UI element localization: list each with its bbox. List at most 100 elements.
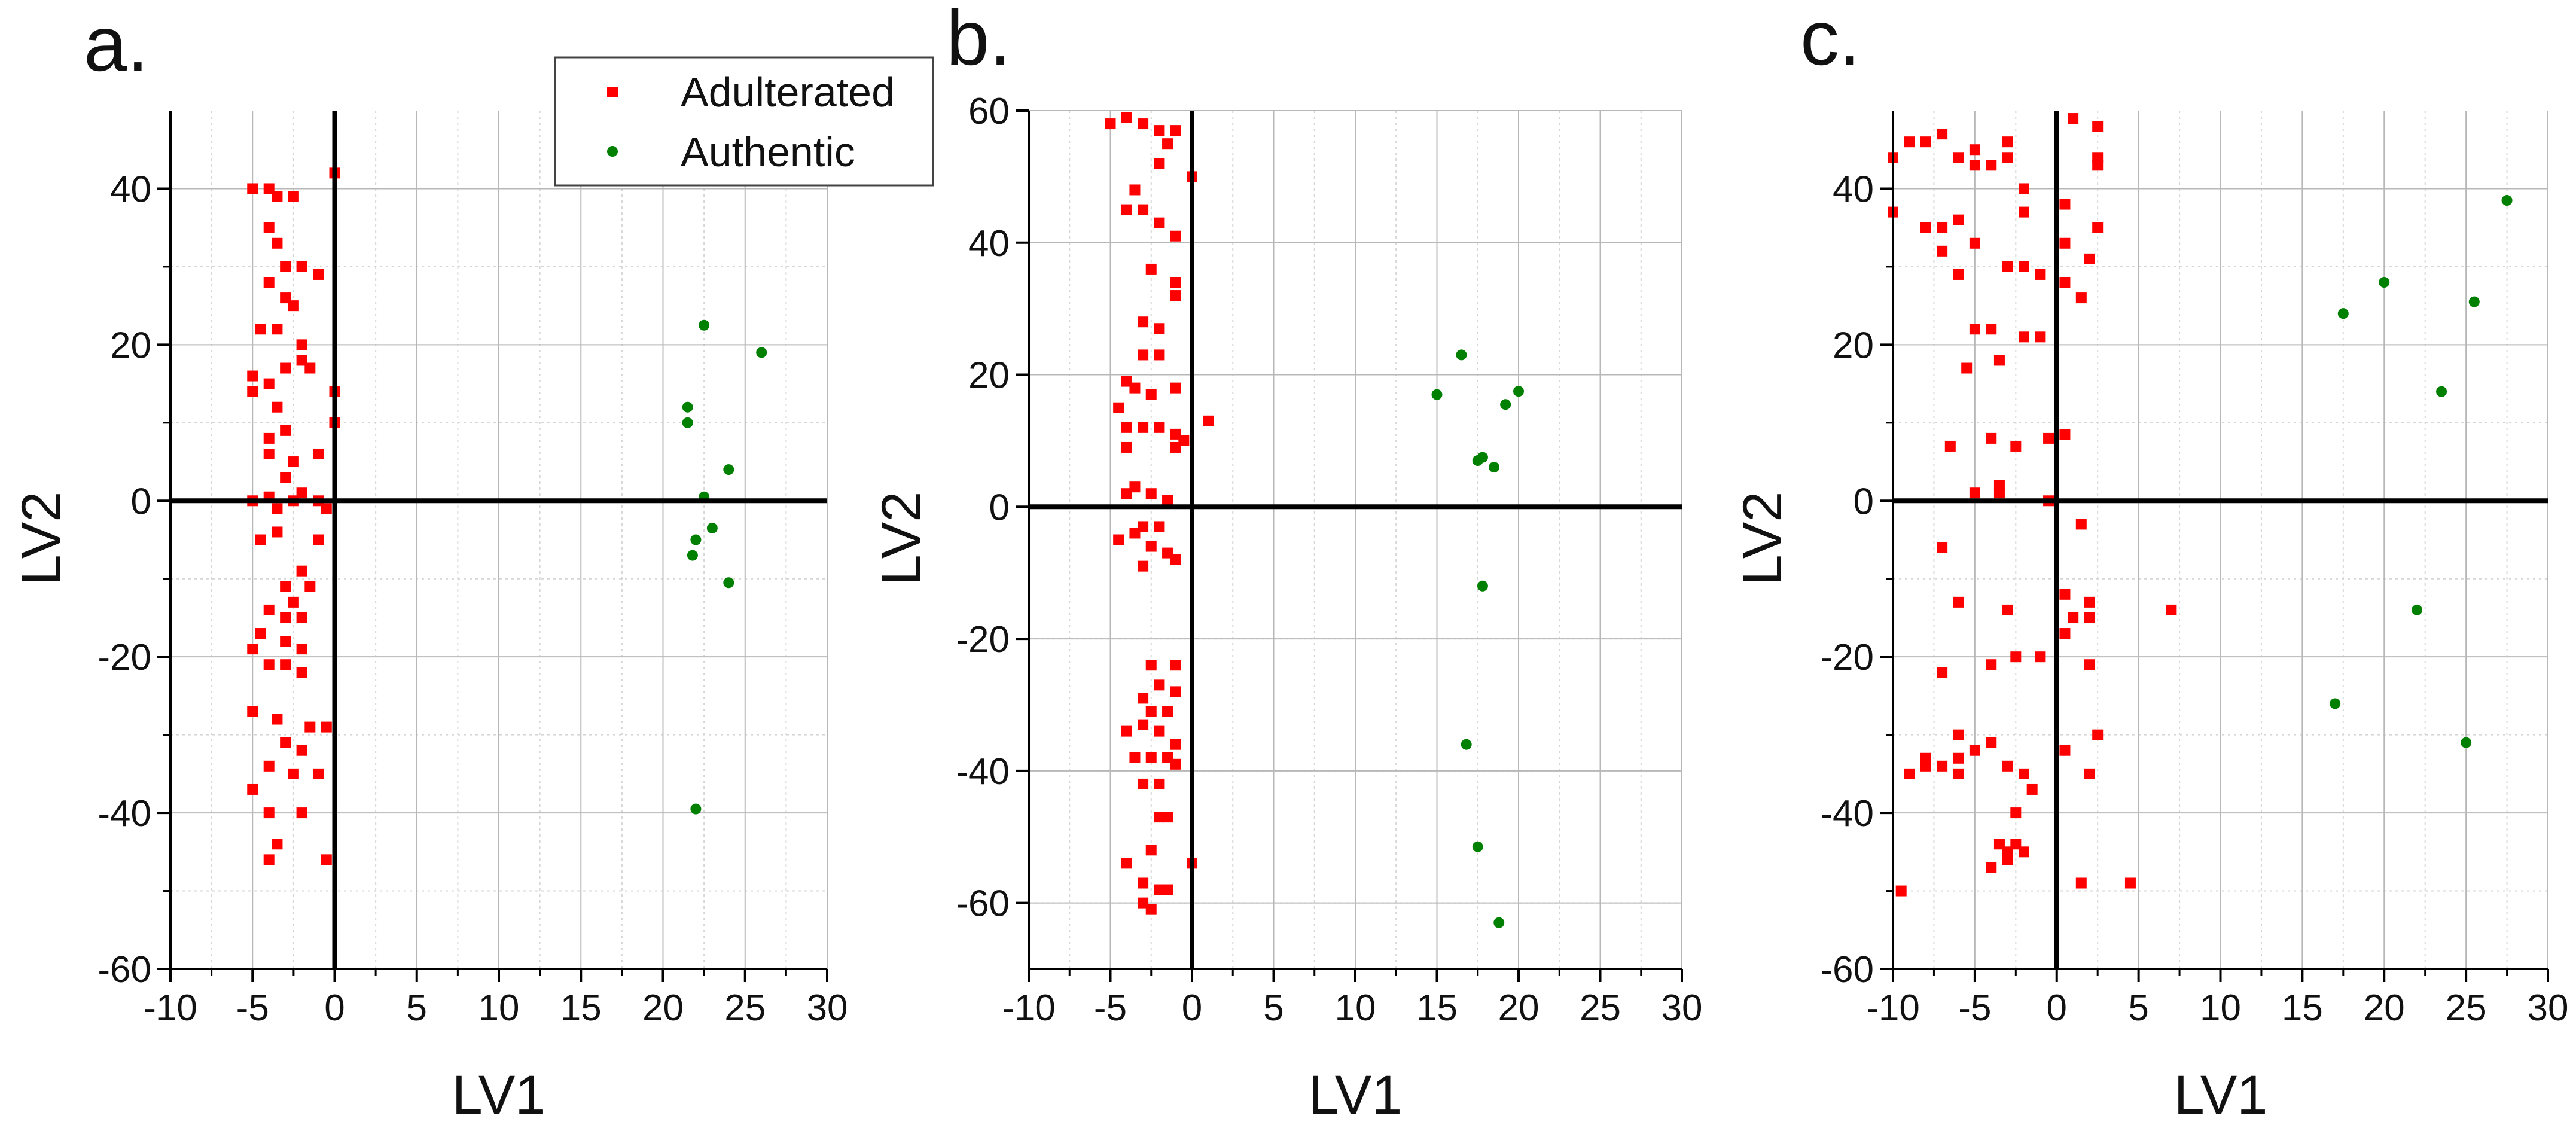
panel-c-point-adulterated	[2019, 261, 2029, 272]
panel-c-point-adulterated	[2059, 745, 2071, 756]
panel-c-point-adulterated	[2002, 136, 2013, 148]
panel-a-point-adulterated	[272, 526, 283, 538]
panel-b-point-adulterated	[1154, 884, 1165, 895]
panel-c-point-adulterated	[1953, 214, 1964, 225]
panel-a-point-authentic	[687, 550, 698, 561]
panel-c-point-adulterated	[2068, 612, 2079, 623]
panel-b-point-adulterated	[1138, 560, 1149, 572]
panel-a-point-adulterated	[247, 183, 258, 194]
panel-c-point-adulterated	[1986, 659, 1997, 670]
panel-c-marks	[1888, 113, 2513, 897]
panel-c-point-adulterated	[2075, 519, 2087, 530]
panel-c-ytick-label: -20	[1820, 637, 1874, 678]
panel-c-point-adulterated	[2019, 331, 2029, 343]
panel-b-point-adulterated	[1170, 125, 1181, 136]
panel-a-point-adulterated	[255, 534, 266, 545]
panel-b-xtick-label: 10	[1335, 987, 1376, 1029]
panel-b-point-adulterated	[1129, 382, 1141, 394]
panel-a-point-adulterated	[288, 191, 299, 202]
panel-a-point-adulterated	[247, 644, 258, 655]
panel-b-point-adulterated	[1121, 112, 1132, 123]
panel-b-point-adulterated	[1162, 884, 1173, 895]
panel-b-point-adulterated	[1138, 422, 1149, 433]
panel-b-ytick-label: -40	[956, 751, 1010, 792]
panel-a-point-authentic	[756, 347, 767, 358]
panel-c-point-adulterated	[1969, 745, 1980, 756]
panel-c-xlabel: LV1	[2174, 1065, 2268, 1126]
panel-c-xtick-label: 0	[2047, 987, 2067, 1029]
panel-c-point-authentic	[2412, 604, 2422, 615]
panel-a-point-authentic	[723, 577, 734, 589]
panel-b-point-adulterated	[1121, 204, 1132, 215]
panel-c-point-adulterated	[2092, 160, 2104, 171]
panel-b-point-adulterated	[1162, 812, 1173, 823]
panel-a-point-adulterated	[288, 768, 299, 779]
panel-a-point-adulterated	[296, 644, 307, 655]
panel-b-point-adulterated	[1154, 679, 1165, 691]
legend-adulterated-marker	[607, 87, 618, 97]
panel-a-point-adulterated	[272, 714, 283, 725]
panel-c-point-authentic	[2337, 308, 2349, 319]
panel-a-point-adulterated	[288, 596, 299, 608]
panel-b-ytick-label: 60	[968, 91, 1010, 132]
panel-b-point-adulterated	[1145, 706, 1157, 717]
panel-b-point-adulterated	[1170, 739, 1181, 750]
panel-c-point-adulterated	[1937, 222, 1948, 233]
panel-a-xtick-label: 10	[478, 987, 520, 1029]
panel-a-ytick-label: -20	[97, 637, 151, 678]
panel-c-point-authentic	[2330, 698, 2341, 709]
legend-authentic-label: Authentic	[681, 129, 855, 175]
panel-b-point-adulterated	[1121, 376, 1132, 387]
panel-c-point-adulterated	[1993, 355, 2005, 366]
panel-a-point-adulterated	[247, 386, 258, 397]
panel-a-ytick-label: 20	[110, 325, 151, 366]
panel-b-marks	[1105, 112, 1524, 928]
panel-c-point-adulterated	[1937, 667, 1948, 678]
panel-c-point-adulterated	[2010, 440, 2022, 452]
panel-a-point-adulterated	[321, 721, 332, 733]
panel-c-point-authentic	[2501, 195, 2513, 206]
panel-a-xtick-label: 15	[560, 987, 602, 1029]
panel-a-point-adulterated	[263, 449, 275, 459]
panel-b-point-adulterated	[1154, 812, 1165, 823]
panel-a-xtick-label: -10	[144, 987, 197, 1029]
panel-c-point-adulterated	[2092, 222, 2104, 233]
panel-b-point-adulterated	[1170, 277, 1181, 288]
panel-b-point-adulterated	[1170, 230, 1181, 242]
panel-c-point-adulterated	[1937, 245, 1948, 257]
panel-a-point-adulterated	[313, 449, 324, 459]
panel-b-xtick-label: 20	[1498, 987, 1539, 1029]
panel-c-point-adulterated	[1986, 432, 1997, 444]
panel-c-point-adulterated	[2124, 877, 2136, 889]
panel-c-point-adulterated	[2002, 261, 2013, 272]
panel-a-grid	[170, 111, 828, 970]
panel-c-xtick-label: -5	[1958, 987, 1991, 1029]
panel-a-point-adulterated	[263, 854, 275, 865]
panel-a-point-adulterated	[263, 432, 275, 444]
panel-c-xtick-label: 10	[2200, 987, 2241, 1029]
panel-c-xtick-label: 15	[2282, 987, 2323, 1029]
panel-c-point-adulterated	[1986, 737, 1997, 748]
panel-b-ytick-label: 0	[989, 487, 1010, 528]
panel-c-point-authentic	[2468, 296, 2480, 307]
panel-a-point-adulterated	[263, 760, 275, 772]
panel-a-xtick-label: 30	[807, 987, 848, 1029]
panel-b-point-adulterated	[1138, 521, 1149, 532]
panel-b-point-adulterated	[1145, 389, 1157, 400]
panel-b-point-adulterated	[1170, 686, 1181, 697]
panel-a-point-adulterated	[304, 362, 316, 374]
panel-a-point-adulterated	[296, 612, 307, 623]
panel-b-point-authentic	[1500, 399, 1511, 410]
panel-a-point-adulterated	[313, 534, 324, 545]
panel-b-point-adulterated	[1170, 290, 1181, 301]
panel-c-point-adulterated	[1953, 752, 1964, 764]
panel-a-point-adulterated	[263, 659, 275, 670]
panel-c-point-adulterated	[1920, 222, 1931, 233]
panel-a-point-adulterated	[313, 768, 324, 779]
panel-c-label: c.	[1800, 0, 1861, 81]
panel-c-point-adulterated	[1986, 160, 1997, 171]
panel-c-point-adulterated	[2035, 269, 2046, 280]
panel-b-xtick-label: -10	[1002, 987, 1056, 1029]
panel-c-point-adulterated	[2068, 113, 2079, 124]
